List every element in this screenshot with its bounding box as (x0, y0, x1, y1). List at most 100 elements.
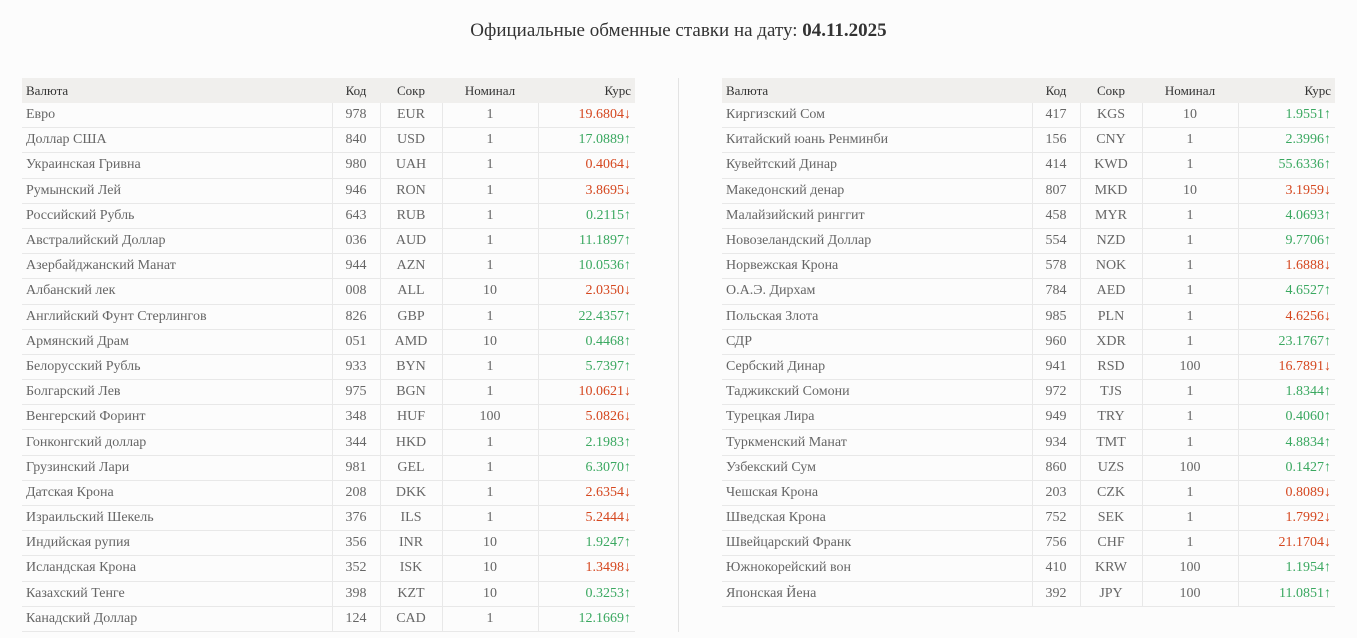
currency-abbr: CNY (1079, 127, 1142, 154)
currency-code: 978 (331, 103, 380, 129)
table-row: Белорусский Рубль 933 BYN 1 5.7397↑ (22, 354, 635, 381)
currency-abbr: ILS (379, 505, 442, 532)
nominal: 1 (441, 304, 538, 330)
currency-name: Норвежская Крона (722, 253, 1032, 280)
table-row: Южнокорейский вон 410 KRW 100 1.1954↑ (722, 555, 1335, 582)
currency-abbr: UZS (1079, 455, 1142, 481)
currency-name: Гонконгский доллар (22, 429, 332, 456)
nominal: 10 (441, 555, 538, 582)
table-row: Сербский Динар 941 RSD 100 16.7891↓ (722, 354, 1335, 381)
column-header: Курс (1238, 78, 1335, 103)
currency-name: Евро (22, 103, 332, 129)
rate: 6.3070↑ (537, 455, 635, 481)
currency-name: Сербский Динар (722, 354, 1032, 381)
currency-name: Малайзийский ринггит (722, 203, 1032, 229)
title-date: 04.11.2025 (802, 20, 887, 41)
rate: 0.1427↑ (1237, 455, 1335, 481)
currency-abbr: KRW (1079, 555, 1142, 582)
nominal: 1 (441, 127, 538, 154)
column-header: Код (332, 78, 380, 103)
currency-name: Шведская Крона (722, 505, 1032, 532)
currency-name: Кувейтский Динар (722, 152, 1032, 179)
nominal: 1 (1141, 304, 1238, 330)
currency-abbr: NZD (1079, 228, 1142, 255)
rate: 2.0350↓ (537, 278, 635, 305)
page-title: Официальные обменные ставки на дату: 04.… (0, 20, 1357, 42)
currency-code: 410 (1031, 555, 1080, 582)
currency-abbr: TRY (1079, 404, 1142, 431)
currency-code: 860 (1031, 455, 1080, 481)
nominal: 1 (1141, 505, 1238, 532)
rate: 2.6354↓ (537, 480, 635, 507)
currency-code: 784 (1031, 278, 1080, 305)
rate: 5.7397↑ (537, 354, 635, 381)
currency-abbr: ISK (379, 555, 442, 582)
currency-name: Украинская Гривна (22, 152, 332, 179)
rate: 11.0851↑ (1237, 581, 1335, 607)
rate: 4.0693↑ (1237, 203, 1335, 229)
currency-code: 124 (331, 606, 380, 632)
nominal: 1 (441, 379, 538, 406)
table-row: Российский Рубль 643 RUB 1 0.2115↑ (22, 203, 635, 229)
rate: 1.3498↓ (537, 555, 635, 582)
currency-abbr: MKD (1079, 178, 1142, 204)
rate: 1.9551↑ (1237, 103, 1335, 129)
nominal: 1 (1141, 379, 1238, 406)
currency-name: Венгерский Форинт (22, 404, 332, 431)
nominal: 10 (441, 530, 538, 557)
nominal: 1 (441, 455, 538, 481)
currency-name: Исландская Крона (22, 555, 332, 582)
currency-code: 840 (331, 127, 380, 154)
currency-abbr: GEL (379, 455, 442, 481)
rate: 10.0621↓ (537, 379, 635, 406)
table-row: Австралийский Доллар 036 AUD 1 11.1897↑ (22, 228, 635, 255)
currency-name: Таджикский Сомони (722, 379, 1032, 406)
rate: 5.0826↓ (537, 404, 635, 431)
currency-abbr: XDR (1079, 329, 1142, 355)
table-row: Индийская рупия 356 INR 10 1.9247↑ (22, 530, 635, 557)
rate: 21.1704↓ (1237, 530, 1335, 557)
currency-name: Китайский юань Ренминби (722, 127, 1032, 154)
table-row: Турецкая Лира 949 TRY 1 0.4060↑ (722, 404, 1335, 431)
column-header: Номинал (442, 78, 538, 103)
currency-code: 643 (331, 203, 380, 229)
currency-name: Узбекский Сум (722, 455, 1032, 481)
nominal: 1 (441, 152, 538, 179)
column-header: Курс (538, 78, 635, 103)
table-row: Венгерский Форинт 348 HUF 100 5.0826↓ (22, 404, 635, 431)
nominal: 100 (1141, 354, 1238, 381)
currency-code: 376 (331, 505, 380, 532)
currency-name: Армянский Драм (22, 329, 332, 355)
rate: 4.8834↑ (1237, 429, 1335, 456)
rate: 0.4064↓ (537, 152, 635, 179)
table-row: Гонконгский доллар 344 HKD 1 2.1983↑ (22, 429, 635, 456)
currency-code: 933 (331, 354, 380, 381)
table-row: Грузинский Лари 981 GEL 1 6.3070↑ (22, 455, 635, 481)
currency-abbr: AED (1079, 278, 1142, 305)
currency-name: Белорусский Рубль (22, 354, 332, 381)
currency-abbr: BGN (379, 379, 442, 406)
currency-name: Австралийский Доллар (22, 228, 332, 255)
currency-name: Чешская Крона (722, 480, 1032, 507)
column-header: Код (1032, 78, 1080, 103)
nominal: 1 (441, 429, 538, 456)
nominal: 1 (441, 203, 538, 229)
currency-abbr: AZN (379, 253, 442, 280)
currency-code: 934 (1031, 429, 1080, 456)
nominal: 1 (441, 354, 538, 381)
nominal: 1 (1141, 152, 1238, 179)
rate: 22.4357↑ (537, 304, 635, 330)
table-row: Македонский денар 807 MKD 10 3.1959↓ (722, 178, 1335, 204)
column-header: Номинал (1142, 78, 1238, 103)
table-row: Исландская Крона 352 ISK 10 1.3498↓ (22, 555, 635, 582)
rate: 10.0536↑ (537, 253, 635, 280)
table-row: О.А.Э. Дирхам 784 AED 1 4.6527↑ (722, 278, 1335, 305)
rate: 0.4468↑ (537, 329, 635, 355)
nominal: 100 (441, 404, 538, 431)
nominal: 1 (1141, 480, 1238, 507)
currency-code: 414 (1031, 152, 1080, 179)
currency-name: Казахский Тенге (22, 581, 332, 607)
nominal: 1 (441, 606, 538, 632)
table-row: Таджикский Сомони 972 TJS 1 1.8344↑ (722, 379, 1335, 406)
currency-code: 578 (1031, 253, 1080, 280)
